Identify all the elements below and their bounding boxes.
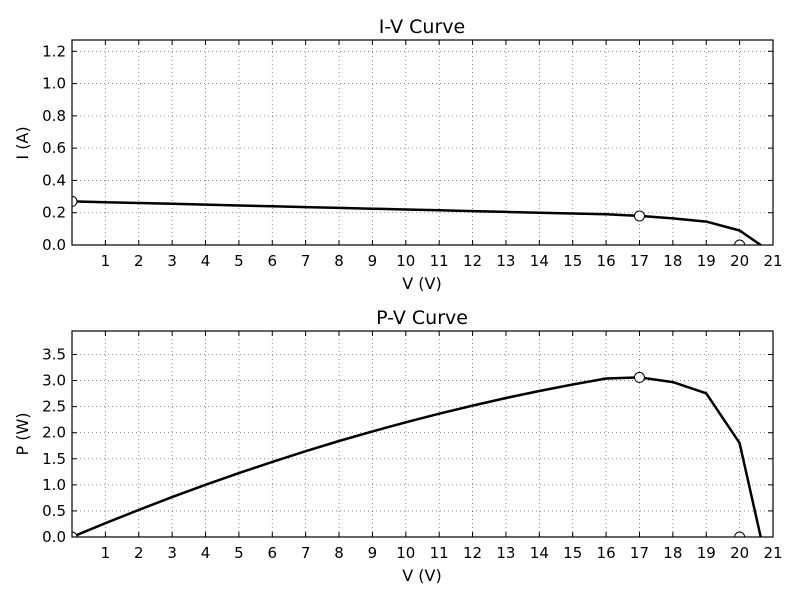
pv-point-marker <box>72 531 78 537</box>
iv-x-tick-label: 3 <box>167 252 177 270</box>
iv-y-tick-label: 1.2 <box>42 42 66 60</box>
iv-chart: I-V Curve V (V) I (A) 1 2 3 4 5 6 7 8 9 10 11 12 13 1… <box>13 16 783 293</box>
iv-x-tick-label: 9 <box>368 252 378 270</box>
pv-x-tick-label: 20 <box>730 544 749 562</box>
pv-x-tick-label: 5 <box>234 544 244 562</box>
pv-x-tick-label: 16 <box>597 544 616 562</box>
pv-point-marker <box>633 371 645 383</box>
pv-x-tick-label: 13 <box>496 544 515 562</box>
pv-x-tick-label: 8 <box>334 544 344 562</box>
iv-x-tick-label: 18 <box>663 252 682 270</box>
pv-x-tick-label: 2 <box>134 544 144 562</box>
iv-x-tick-label: 5 <box>234 252 244 270</box>
pv-x-tick-label: 11 <box>430 544 449 562</box>
iv-x-tick-label: 4 <box>201 252 211 270</box>
pv-x-tick-label: 6 <box>268 544 278 562</box>
pv-curve-line <box>72 376 762 537</box>
iv-x-tick-label: 16 <box>597 252 616 270</box>
pv-y-tick-label: 2.5 <box>42 398 66 416</box>
iv-y-tick-label: 1.0 <box>42 75 66 93</box>
pv-point-marker <box>734 531 746 537</box>
pv-x-tick-label: 4 <box>201 544 211 562</box>
iv-x-tick-label: 20 <box>730 252 749 270</box>
pv-x-tick-label: 3 <box>167 544 177 562</box>
iv-y-tick-label: 0.0 <box>42 236 66 254</box>
pv-y-tick-label: 1.5 <box>42 450 66 468</box>
iv-plot-frame <box>71 39 774 246</box>
pv-chart-title: P-V Curve <box>376 307 468 329</box>
iv-y-tick-label: 0.6 <box>42 139 66 157</box>
iv-x-tick-label: 8 <box>334 252 344 270</box>
iv-point-marker <box>72 195 78 207</box>
iv-y-axis-label: I (A) <box>13 126 32 159</box>
iv-point-marker <box>734 239 746 245</box>
iv-x-tick-label: 11 <box>430 252 449 270</box>
pv-x-axis-label: V (V) <box>402 566 441 585</box>
iv-x-tick-label: 12 <box>463 252 482 270</box>
iv-x-tick-label: 7 <box>301 252 311 270</box>
iv-y-tick-label: 0.4 <box>42 171 66 189</box>
pv-plot-frame <box>71 330 774 538</box>
pv-x-tick-label: 18 <box>663 544 682 562</box>
pv-x-tick-label: 19 <box>697 544 716 562</box>
iv-point-marker <box>633 210 645 222</box>
iv-x-axis-label: V (V) <box>402 274 441 293</box>
pv-y-tick-label: 1.0 <box>42 476 66 494</box>
iv-x-tick-label: 19 <box>697 252 716 270</box>
iv-x-tick-label: 10 <box>396 252 415 270</box>
iv-x-tick-label: 2 <box>134 252 144 270</box>
pv-y-tick-label: 0.0 <box>42 528 66 546</box>
pv-y-axis-label: P (W) <box>13 412 32 455</box>
iv-x-tick-label: 14 <box>530 252 549 270</box>
iv-x-tick-label: 13 <box>496 252 515 270</box>
pv-x-tick-label: 10 <box>396 544 415 562</box>
iv-chart-title: I-V Curve <box>379 16 465 38</box>
pv-y-tick-label: 3.5 <box>42 345 66 363</box>
iv-x-tick-label: 6 <box>268 252 278 270</box>
iv-x-tick-label: 21 <box>763 252 782 270</box>
iv-curve-line <box>72 200 763 245</box>
iv-x-tick-label: 17 <box>630 252 649 270</box>
pv-y-tick-label: 3.0 <box>42 372 66 390</box>
pv-x-tick-label: 21 <box>763 544 782 562</box>
pv-x-tick-label: 7 <box>301 544 311 562</box>
iv-y-tick-label: 0.2 <box>42 204 66 222</box>
iv-y-tick-label: 0.8 <box>42 107 66 125</box>
pv-y-tick-label: 0.5 <box>42 502 66 520</box>
iv-x-tick-label: 15 <box>563 252 582 270</box>
pv-chart: P-V Curve V (V) P (W) 1 2 3 4 5 6 7 8 9 10 11 12 13 1… <box>13 307 783 585</box>
pv-x-tick-label: 9 <box>368 544 378 562</box>
pv-y-tick-label: 2.0 <box>42 424 66 442</box>
pv-x-tick-label: 14 <box>530 544 549 562</box>
pv-x-tick-label: 15 <box>563 544 582 562</box>
pv-x-tick-label: 12 <box>463 544 482 562</box>
pv-x-tick-label: 17 <box>630 544 649 562</box>
pv-x-tick-label: 1 <box>101 544 111 562</box>
iv-x-tick-label: 1 <box>101 252 111 270</box>
